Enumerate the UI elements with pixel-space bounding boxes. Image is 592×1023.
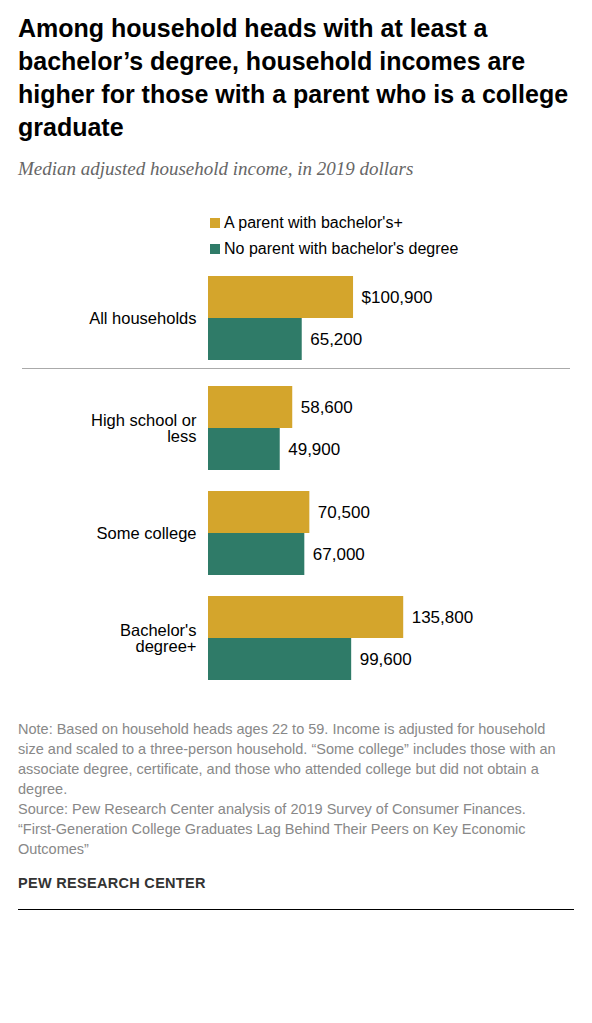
- svg-text:Bachelor'sdegree+: Bachelor'sdegree+: [120, 621, 197, 656]
- html-text:No parent with bachelor's degr: No parent with bachelor's degree: [224, 240, 459, 257]
- svg-text:99,600: 99,600: [360, 650, 412, 669]
- html-text:Source: Pew Research Center an: Source: Pew Research Center analysis of …: [18, 801, 526, 817]
- svg-text:67,000: 67,000: [313, 545, 365, 564]
- svg-text:Some college: Some college: [97, 524, 197, 542]
- svg-text:49,900: 49,900: [288, 440, 340, 459]
- svg-text:65,200: 65,200: [310, 330, 362, 349]
- html-text:Note: Based on household heads: Note: Based on household heads ages 22 t…: [18, 721, 556, 797]
- svg-text:High school orless: High school orless: [91, 411, 197, 446]
- html-text:“First-Generation College Grad: “First-Generation College Graduates Lag …: [18, 821, 526, 857]
- svg-text:$100,900: $100,900: [362, 288, 433, 307]
- svg-text:All households: All households: [89, 309, 196, 327]
- html-text:Among household heads with at: Among household heads with at least a ba…: [18, 14, 569, 141]
- svg-text:70,500: 70,500: [318, 503, 370, 522]
- html-text:PEW RESEARCH CENTER: PEW RESEARCH CENTER: [18, 875, 206, 891]
- html-text:Median adjusted household inco: Median adjusted household income, in 201…: [18, 158, 414, 179]
- html-text:A parent with bachelor's+: A parent with bachelor's+: [224, 214, 403, 231]
- svg-text:58,600: 58,600: [301, 398, 353, 417]
- svg-text:135,800: 135,800: [412, 608, 473, 627]
